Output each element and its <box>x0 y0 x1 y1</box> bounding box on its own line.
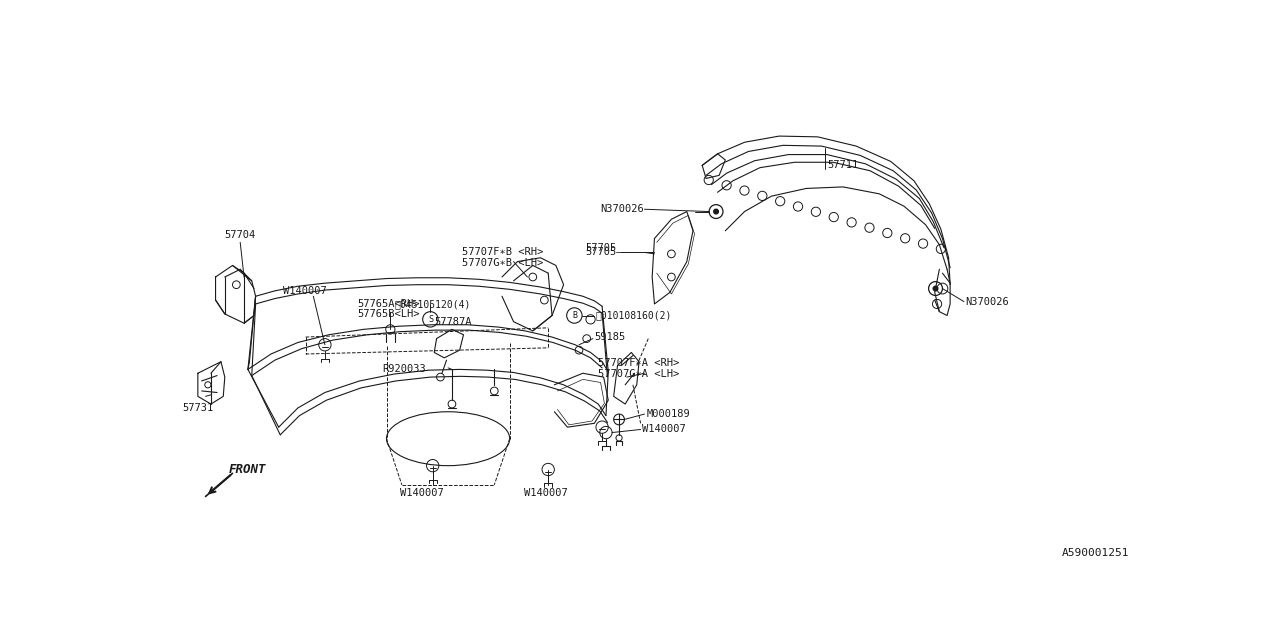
Text: 57707F∗B <RH>: 57707F∗B <RH> <box>462 247 543 257</box>
Text: R920033: R920033 <box>383 364 426 374</box>
Text: A590001251: A590001251 <box>1062 548 1129 558</box>
Text: N370026: N370026 <box>965 296 1010 307</box>
Text: 57707G∗B <LH>: 57707G∗B <LH> <box>462 258 543 268</box>
Text: 57765A<RH>: 57765A<RH> <box>357 299 420 309</box>
Text: 57705: 57705 <box>585 243 617 253</box>
Text: 57707F∗A <RH>: 57707F∗A <RH> <box>598 358 680 368</box>
Text: B: B <box>572 311 577 320</box>
Text: 59185: 59185 <box>594 332 626 342</box>
Text: 57704: 57704 <box>225 230 256 239</box>
Text: W140007: W140007 <box>524 488 567 498</box>
Text: 57765B<LH>: 57765B<LH> <box>357 309 420 319</box>
Text: S: S <box>428 315 433 324</box>
Text: W140007: W140007 <box>643 424 686 435</box>
Text: 57731: 57731 <box>183 403 214 413</box>
Text: M000189: M000189 <box>646 409 690 419</box>
Text: W140007: W140007 <box>283 286 326 296</box>
Text: 57705—: 57705— <box>585 247 622 257</box>
Circle shape <box>933 286 938 291</box>
Text: Ⓢ045105120(4): Ⓢ045105120(4) <box>394 299 471 309</box>
Circle shape <box>714 209 718 214</box>
Text: FRONT: FRONT <box>229 463 266 476</box>
Text: 57711: 57711 <box>827 161 858 170</box>
Text: N370026: N370026 <box>600 204 644 214</box>
Text: 57707G∗A <LH>: 57707G∗A <LH> <box>598 369 680 379</box>
Text: ⒱010108160(2): ⒱010108160(2) <box>596 310 672 321</box>
Text: 57787A: 57787A <box>434 317 472 326</box>
Text: W140007: W140007 <box>401 488 444 498</box>
